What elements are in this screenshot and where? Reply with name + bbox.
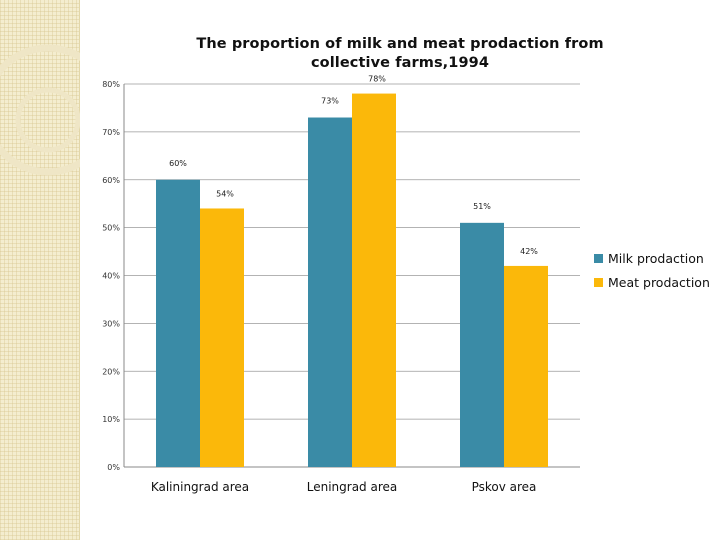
- data-label-milk-1: 60%: [169, 159, 187, 168]
- y-tick-label: 80%: [102, 80, 120, 89]
- decorative-arc-ornament: [0, 44, 80, 176]
- legend-label-meat: Meat prodaction: [608, 274, 710, 290]
- legend-item-milk: Milk prodaction: [594, 246, 710, 270]
- x-category-label: Pskov area: [472, 480, 537, 494]
- legend-swatch-milk: [594, 253, 603, 263]
- y-tick-label: 0%: [107, 463, 120, 472]
- x-category-label: Leningrad area: [307, 480, 398, 494]
- bar-meat-1: [200, 208, 244, 467]
- bars: [156, 93, 548, 467]
- y-tick-label: 70%: [102, 128, 120, 137]
- bar-milk-2: [308, 117, 352, 467]
- y-tick-label: 50%: [102, 224, 120, 233]
- data-label-meat-3: 42%: [520, 247, 538, 256]
- y-tick-label: 10%: [102, 415, 120, 424]
- bar-meat-2: [352, 93, 396, 467]
- bar-meat-3: [504, 265, 548, 467]
- data-labels: 60% 54% 73% 78% 51% 42%: [169, 75, 538, 256]
- y-tick-label: 30%: [102, 319, 120, 328]
- data-label-milk-3: 51%: [473, 202, 491, 211]
- y-tick-label: 20%: [102, 367, 120, 376]
- background-band-edge: [79, 0, 80, 540]
- x-axis-category-labels: Kaliningrad area Leningrad area Pskov area: [151, 480, 537, 494]
- y-tick-label: 40%: [102, 272, 120, 281]
- bar-milk-1: [156, 179, 200, 467]
- legend-item-meat: Meat prodaction: [594, 270, 710, 294]
- data-label-milk-2: 73%: [321, 97, 339, 106]
- y-tick-label: 60%: [102, 176, 120, 185]
- data-label-meat-1: 54%: [216, 189, 234, 198]
- legend-swatch-meat: [594, 277, 603, 287]
- x-category-label: Kaliningrad area: [151, 480, 249, 494]
- chart-title: The proportion of milk and meat prodacti…: [196, 36, 604, 71]
- y-axis-tick-labels: 0% 10% 20% 30% 40% 50% 60% 70% 80%: [102, 80, 120, 472]
- chart-legend: Milk prodaction Meat prodaction: [594, 246, 710, 294]
- data-label-meat-2: 78%: [368, 75, 386, 84]
- bar-milk-3: [460, 222, 504, 467]
- legend-label-milk: Milk prodaction: [608, 250, 704, 266]
